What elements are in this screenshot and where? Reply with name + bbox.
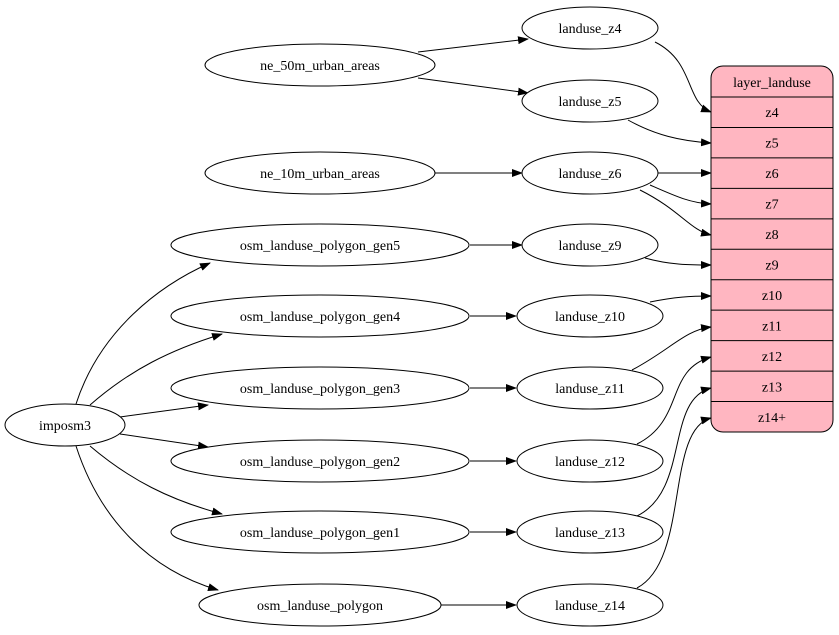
edge-z10-to-layer_landuse-z10 xyxy=(649,292,712,303)
edge-imposm3-to-osm xyxy=(75,445,219,592)
node-ellipse xyxy=(170,294,470,338)
edge-imposm3-to-gen2 xyxy=(119,433,209,450)
node-ellipse xyxy=(170,439,470,483)
edge-z6-to-layer_landuse-z8 xyxy=(639,189,712,237)
node-label: landuse_z13 xyxy=(555,526,625,541)
edge-z4-to-layer_landuse-z4 xyxy=(654,41,712,113)
node-ellipse xyxy=(170,366,470,410)
node-z4[interactable]: landuse_z4 xyxy=(521,6,659,50)
node-z14[interactable]: landuse_z14 xyxy=(516,583,664,627)
record-port-z14-plus: z14+ xyxy=(758,411,786,426)
node-ellipse xyxy=(516,510,664,554)
node-label: landuse_z6 xyxy=(559,167,622,182)
node-label: ne_50m_urban_areas xyxy=(260,59,380,74)
record-port-z13: z13 xyxy=(762,380,782,395)
record-port-z5: z5 xyxy=(765,137,778,152)
record-port-z4: z4 xyxy=(765,106,778,121)
node-ellipse xyxy=(516,294,664,338)
record-port-z11: z11 xyxy=(762,319,782,334)
node-ellipse xyxy=(521,223,659,267)
node-ellipse xyxy=(170,223,470,267)
node-gen2[interactable]: osm_landuse_polygon_gen2 xyxy=(170,439,470,483)
edge-ne50-to-z4 xyxy=(417,36,529,53)
node-ellipse xyxy=(204,151,436,195)
node-label: osm_landuse_polygon_gen3 xyxy=(240,382,400,397)
edge-imposm3-to-gen3 xyxy=(119,402,209,418)
node-gen5[interactable]: osm_landuse_polygon_gen5 xyxy=(170,223,470,267)
node-label: osm_landuse_polygon_gen5 xyxy=(240,239,400,254)
node-z11[interactable]: landuse_z11 xyxy=(516,366,664,410)
edge-z11-to-layer_landuse-z11 xyxy=(631,324,712,371)
edge-imposm3-to-gen4 xyxy=(89,333,223,406)
record-port-z10: z10 xyxy=(762,289,782,304)
record-port-z12: z12 xyxy=(762,350,782,365)
node-ellipse xyxy=(198,583,442,627)
node-osm[interactable]: osm_landuse_polygon xyxy=(198,583,442,627)
node-ellipse xyxy=(170,510,470,554)
node-imposm3[interactable]: imposm3 xyxy=(4,403,126,447)
record-port-z7: z7 xyxy=(765,198,778,213)
node-ellipse xyxy=(521,151,659,195)
layer-landuse-record: layer_landuse z4 z5 z6 z7 z8 z9 z10 z11 z12 z13 z14… xyxy=(710,65,834,433)
node-z5[interactable]: landuse_z5 xyxy=(521,79,659,123)
edge-z9-to-layer_landuse-z9 xyxy=(644,257,712,269)
edge-z6-to-layer_landuse-z7 xyxy=(649,184,712,208)
node-label: landuse_z11 xyxy=(555,382,624,397)
node-gen3[interactable]: osm_landuse_polygon_gen3 xyxy=(170,366,470,410)
node-label: osm_landuse_polygon_gen2 xyxy=(240,455,400,470)
node-label: landuse_z5 xyxy=(559,95,622,110)
node-label: osm_landuse_polygon_gen4 xyxy=(240,310,400,325)
node-label: ne_10m_urban_areas xyxy=(260,167,380,182)
node-ne10[interactable]: ne_10m_urban_areas xyxy=(204,151,436,195)
node-label: osm_landuse_polygon xyxy=(257,599,383,614)
record-port-z9: z9 xyxy=(765,259,778,274)
edge-z5-to-layer_landuse-z5 xyxy=(627,119,712,147)
record-title: layer_landuse xyxy=(733,76,811,91)
edge-z14-to-layer_landuse-z14- xyxy=(636,416,712,589)
edge-imposm3-to-gen5 xyxy=(75,262,211,405)
node-label: imposm3 xyxy=(39,419,91,434)
edge-imposm3-to-gen1 xyxy=(89,445,223,516)
node-ellipse xyxy=(521,79,659,123)
node-z12[interactable]: landuse_z12 xyxy=(516,439,664,483)
node-label: landuse_z4 xyxy=(559,22,622,37)
edge-z12-to-layer_landuse-z12 xyxy=(636,355,712,445)
node-label: landuse_z12 xyxy=(555,455,625,470)
node-label: osm_landuse_polygon_gen1 xyxy=(240,526,400,541)
node-gen4[interactable]: osm_landuse_polygon_gen4 xyxy=(170,294,470,338)
node-ellipse xyxy=(516,583,664,627)
node-z6[interactable]: landuse_z6 xyxy=(521,151,659,195)
node-ellipse xyxy=(204,43,436,87)
edge-ne50-to-z5 xyxy=(417,77,529,96)
node-ellipse xyxy=(4,403,126,447)
record-port-z6: z6 xyxy=(765,167,778,182)
node-label: landuse_z14 xyxy=(555,599,625,614)
node-ellipse xyxy=(516,366,664,410)
edge-z13-to-layer_landuse-z13 xyxy=(636,386,712,517)
node-z9[interactable]: landuse_z9 xyxy=(521,223,659,267)
node-ne50[interactable]: ne_50m_urban_areas xyxy=(204,43,436,87)
node-z13[interactable]: landuse_z13 xyxy=(516,510,664,554)
node-gen1[interactable]: osm_landuse_polygon_gen1 xyxy=(170,510,470,554)
node-ellipse xyxy=(516,439,664,483)
node-label: landuse_z9 xyxy=(559,239,622,254)
record-port-z8: z8 xyxy=(765,228,778,243)
node-label: landuse_z10 xyxy=(555,310,625,325)
node-z10[interactable]: landuse_z10 xyxy=(516,294,664,338)
node-ellipse xyxy=(521,6,659,50)
